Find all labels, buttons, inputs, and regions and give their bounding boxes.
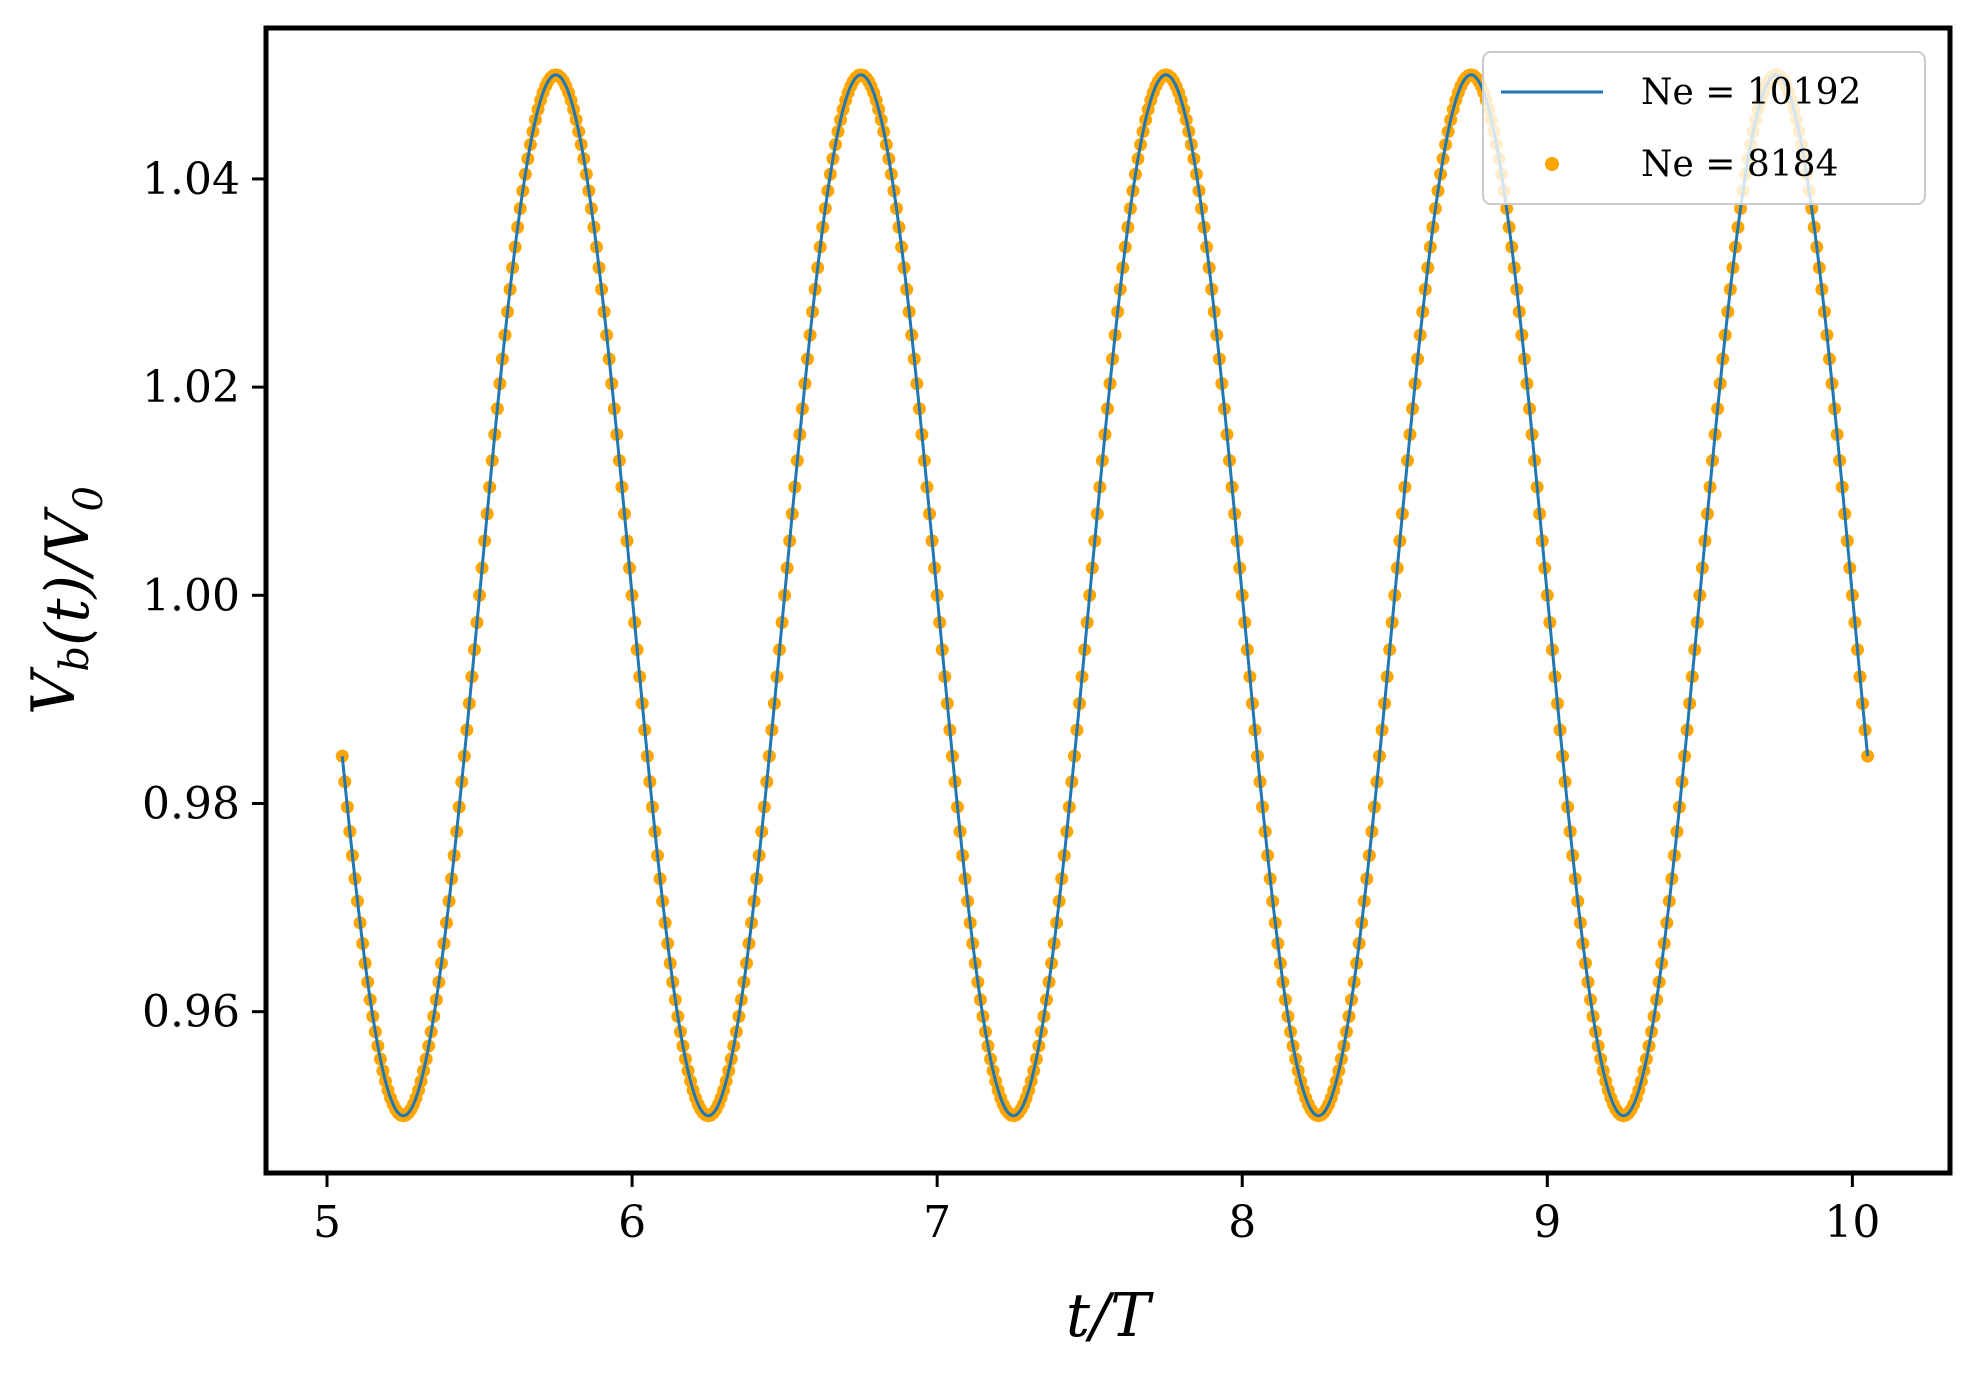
plot-area xyxy=(335,68,1875,1123)
y-tick-label: 0.98 xyxy=(142,778,240,829)
axes: 5 6 7 8 9 10 0.96 0.98 1.00 1.02 1.04 xyxy=(142,25,1953,1248)
legend-entry-ne-10192: Ne = 10192 xyxy=(1641,72,1861,113)
y-axis-title: Vb(t)/V0 xyxy=(19,486,112,715)
legend: Ne = 10192 Ne = 8184 xyxy=(1482,51,1926,205)
x-tick-label: 7 xyxy=(923,1197,951,1248)
x-tick-label: 5 xyxy=(313,1197,341,1248)
x-tick-label: 6 xyxy=(618,1197,646,1248)
y-tick-label: 1.04 xyxy=(142,154,240,205)
y-tick-label: 1.02 xyxy=(142,362,240,413)
x-axis-title: t/T xyxy=(1066,1281,1154,1351)
legend-entry-ne-8184: Ne = 8184 xyxy=(1641,144,1838,185)
x-tick-label: 8 xyxy=(1228,1197,1256,1248)
y-tick-label: 1.00 xyxy=(142,570,240,621)
y-tick-label: 0.96 xyxy=(142,987,240,1038)
x-tick-label: 10 xyxy=(1824,1197,1880,1248)
series-line-ne-10192 xyxy=(340,73,1870,1118)
axes-frame xyxy=(263,25,1953,1176)
legend-box xyxy=(1482,51,1926,205)
legend-marker-swatch xyxy=(1545,157,1559,171)
x-tick-label: 9 xyxy=(1533,1197,1561,1248)
